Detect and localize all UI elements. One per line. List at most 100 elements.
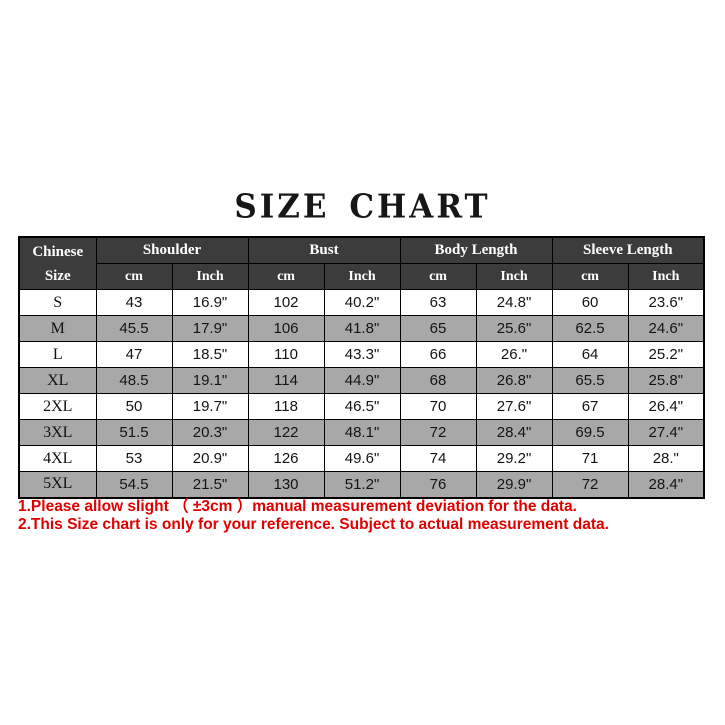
measurement-cell: 45.5 [95,315,173,342]
measurement-cell: 28.4" [475,419,553,446]
row-size-label: 5XL [18,471,97,498]
page-title: SIZE CHART [234,188,491,226]
measurement-cell: 51.5 [95,419,173,446]
measurement-cell: 62.5 [551,315,629,342]
measurement-cell: 25.6" [475,315,553,342]
table-body: S 43 16.9" 102 40.2" 63 24.8" 60 23.6" M… [18,289,705,498]
header-sleeve-length: Sleeve Length [551,236,705,264]
header-chinese-size-line2: Size [44,267,71,284]
measurement-cell: 27.6" [475,393,553,420]
subheader-bust-cm: cm [247,263,325,290]
measurement-cell: 40.2" [323,289,401,316]
measurement-cell: 114 [247,367,325,394]
measurement-cell: 28." [627,445,705,472]
measurement-cell: 68 [399,367,477,394]
header-chinese-size: Chinese Size [18,236,97,290]
measurement-cell: 64 [551,341,629,368]
measurement-cell: 63 [399,289,477,316]
measurement-cell: 65 [399,315,477,342]
measurement-cell: 18.5" [171,341,249,368]
subheader-sleeve-length-inch: Inch [627,263,705,290]
note-reference-only: 2.This Size chart is only for your refer… [18,516,609,533]
row-size-label: M [18,315,97,342]
measurement-cell: 24.8" [475,289,553,316]
table-row-5xl: 5XL 54.5 21.5" 130 51.2" 76 29.9" 72 28.… [18,471,705,498]
table-header: Chinese Size Shoulder Bust Body Length S… [18,236,705,290]
measurement-cell: 16.9" [171,289,249,316]
subheader-sleeve-length-cm: cm [551,263,629,290]
header-shoulder: Shoulder [95,236,249,264]
measurement-cell: 66 [399,341,477,368]
size-chart-table: Chinese Size Shoulder Bust Body Length S… [18,236,706,499]
measurement-cell: 65.5 [551,367,629,394]
measurement-cell: 27.4" [627,419,705,446]
measurement-cell: 25.2" [627,341,705,368]
note-measurement-deviation: 1.Please allow slight （ ±3cm ）manual mea… [18,498,577,515]
measurement-cell: 20.9" [171,445,249,472]
measurement-cell: 44.9" [323,367,401,394]
measurement-cell: 43.3" [323,341,401,368]
subheader-shoulder-inch: Inch [171,263,249,290]
measurement-cell: 24.6" [627,315,705,342]
table-row-3xl: 3XL 51.5 20.3" 122 48.1" 72 28.4" 69.5 2… [18,419,705,446]
measurement-cell: 48.5 [95,367,173,394]
measurement-cell: 21.5" [171,471,249,498]
measurement-cell: 25.8" [627,367,705,394]
measurement-cell: 74 [399,445,477,472]
row-size-label: XL [18,367,97,394]
measurement-cell: 47 [95,341,173,368]
measurement-cell: 49.6" [323,445,401,472]
measurement-cell: 43 [95,289,173,316]
table-row-s: S 43 16.9" 102 40.2" 63 24.8" 60 23.6" [18,289,705,316]
measurement-cell: 122 [247,419,325,446]
row-size-label: L [18,341,97,368]
table-row-xl: XL 48.5 19.1" 114 44.9" 68 26.8" 65.5 25… [18,367,705,394]
measurement-cell: 72 [551,471,629,498]
measurement-cell: 26.8" [475,367,553,394]
measurement-cell: 72 [399,419,477,446]
table-row-4xl: 4XL 53 20.9" 126 49.6" 74 29.2" 71 28." [18,445,705,472]
measurement-cell: 53 [95,445,173,472]
measurement-cell: 76 [399,471,477,498]
measurement-cell: 70 [399,393,477,420]
measurement-cell: 17.9" [171,315,249,342]
measurement-cell: 46.5" [323,393,401,420]
measurement-cell: 118 [247,393,325,420]
subheader-shoulder-cm: cm [95,263,173,290]
measurement-cell: 26." [475,341,553,368]
header-chinese-size-line1: Chinese [32,243,84,260]
measurement-cell: 26.4" [627,393,705,420]
measurement-cell: 106 [247,315,325,342]
measurement-cell: 60 [551,289,629,316]
subheader-bust-inch: Inch [323,263,401,290]
measurement-cell: 29.9" [475,471,553,498]
table-row-2xl: 2XL 50 19.7" 118 46.5" 70 27.6" 67 26.4" [18,393,705,420]
row-size-label: S [18,289,97,316]
measurement-cell: 102 [247,289,325,316]
footnotes: 1.Please allow slight （ ±3cm ）manual mea… [18,498,708,534]
measurement-cell: 130 [247,471,325,498]
measurement-cell: 50 [95,393,173,420]
subheader-body-length-inch: Inch [475,263,553,290]
table-row-l: L 47 18.5" 110 43.3" 66 26." 64 25.2" [18,341,705,368]
measurement-cell: 48.1" [323,419,401,446]
measurement-cell: 20.3" [171,419,249,446]
header-group-row: Chinese Size Shoulder Bust Body Length S… [18,236,705,290]
header-bust: Bust [247,236,401,264]
measurement-cell: 29.2" [475,445,553,472]
measurement-cell: 110 [247,341,325,368]
measurement-cell: 69.5 [551,419,629,446]
measurement-cell: 28.4" [627,471,705,498]
table-row-m: M 45.5 17.9" 106 41.8" 65 25.6" 62.5 24.… [18,315,705,342]
measurement-cell: 71 [551,445,629,472]
subheader-body-length-cm: cm [399,263,477,290]
row-size-label: 3XL [18,419,97,446]
header-unit-row: cm Inch cm Inch cm Inch cm Inch [19,263,705,290]
measurement-cell: 51.2" [323,471,401,498]
measurement-cell: 23.6" [627,289,705,316]
header-body-length: Body Length [399,236,553,264]
measurement-cell: 19.1" [171,367,249,394]
row-size-label: 4XL [18,445,97,472]
row-size-label: 2XL [18,393,97,420]
